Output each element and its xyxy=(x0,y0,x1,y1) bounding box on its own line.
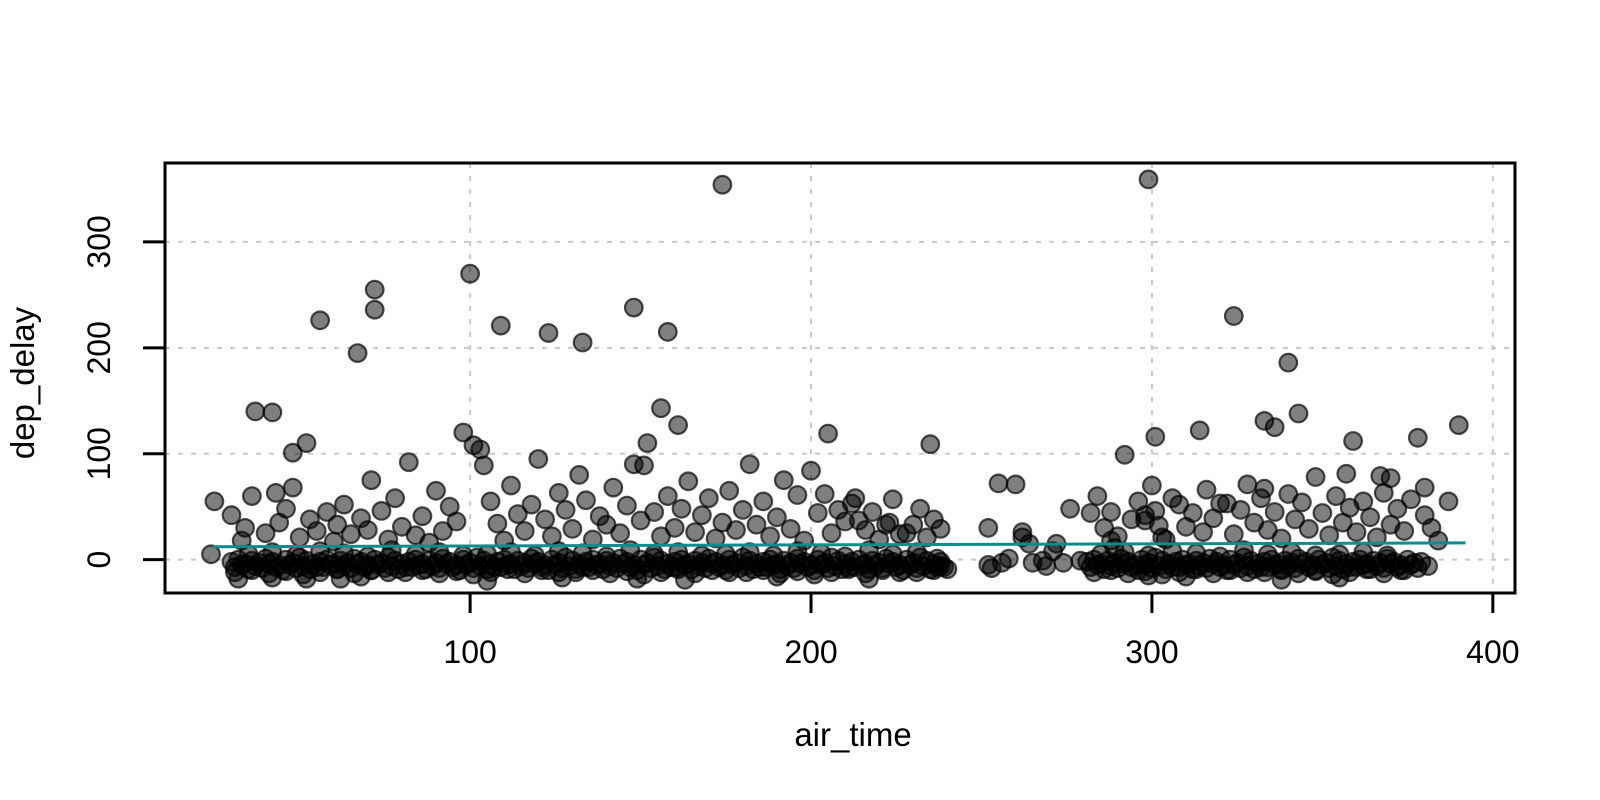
y-axis-title: dep_delay xyxy=(4,306,41,459)
regression-line xyxy=(213,541,1466,549)
x-tick-label: 400 xyxy=(1466,634,1519,670)
y-tick-label: 300 xyxy=(81,215,117,268)
y-tick-label: 200 xyxy=(81,321,117,374)
y-tick-label: 100 xyxy=(81,427,117,480)
tick-labels: 100 200 300 400 0 100 200 300 xyxy=(81,215,1520,670)
x-axis-title: air_time xyxy=(794,716,911,753)
x-tick-label: 300 xyxy=(1125,634,1178,670)
y-tick-label: 0 xyxy=(81,551,117,569)
data-points xyxy=(201,169,1469,591)
plot-box-and-ticks xyxy=(143,161,1517,613)
x-tick-label: 100 xyxy=(443,634,496,670)
x-tick-label: 200 xyxy=(784,634,837,670)
